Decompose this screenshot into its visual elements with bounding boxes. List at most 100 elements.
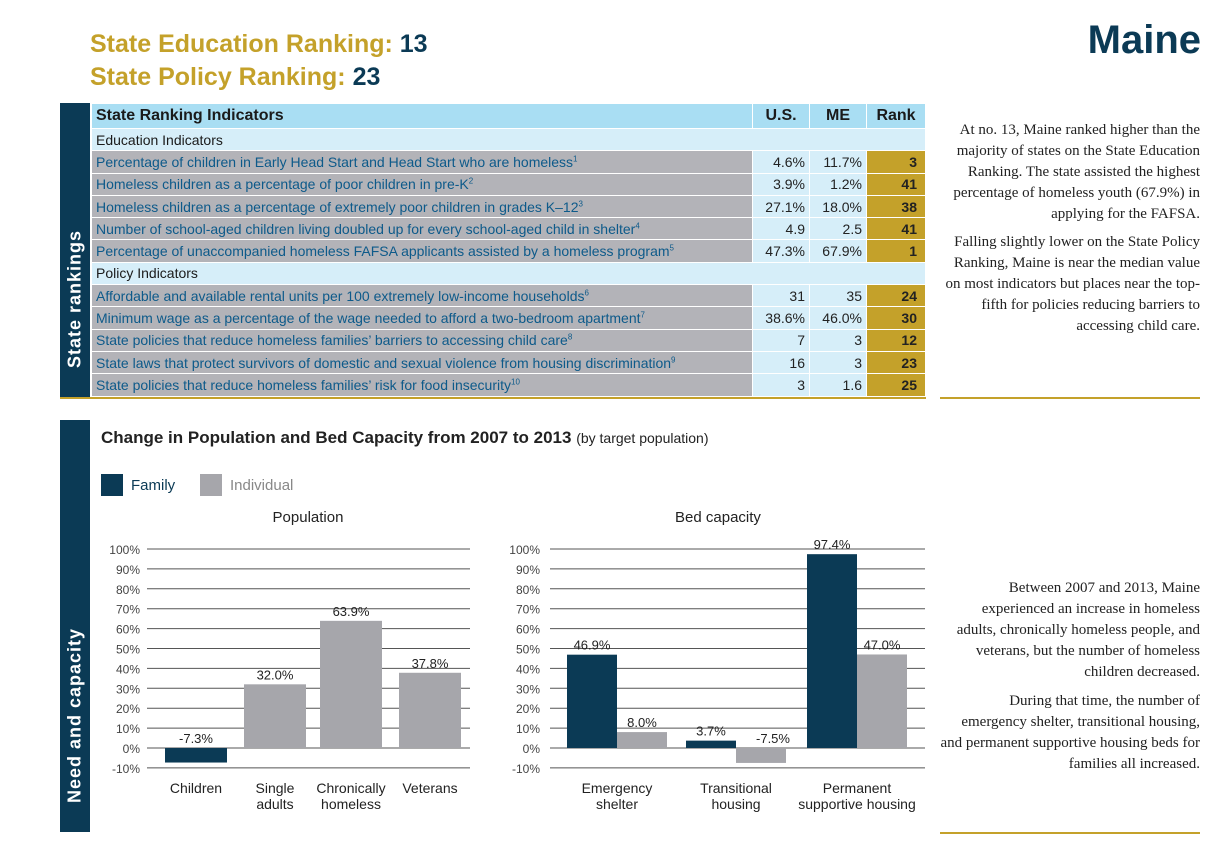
bar-family: [567, 654, 617, 748]
x-category-label: Veterans: [402, 780, 457, 796]
me-value: 46.0%: [809, 306, 867, 330]
bar-family: [686, 740, 736, 748]
footnote-ref: 8: [567, 332, 573, 342]
divider: [940, 397, 1200, 399]
note-bottom: Between 2007 and 2013, Maine experienced…: [940, 578, 1200, 775]
rank-value: 41: [866, 172, 926, 196]
me-value: 3: [809, 328, 867, 352]
data-label: 97.4%: [814, 537, 851, 552]
chart-subtitle: (by target population): [576, 430, 709, 446]
y-tick-label: 80%: [516, 583, 540, 597]
me-value: 1.2%: [809, 172, 867, 196]
y-tick-label: 70%: [116, 603, 140, 617]
me-value: 3: [809, 350, 867, 375]
rank-value: 41: [866, 217, 926, 241]
y-tick-label: 60%: [516, 623, 540, 637]
edu-label: State Education Ranking:: [90, 30, 393, 58]
rank-value: 25: [866, 373, 926, 397]
me-value: 35: [809, 284, 867, 308]
indicator-label: Affordable and available rental units pe…: [91, 284, 753, 308]
indicator-text: Percentage of children in Early Head Sta…: [96, 153, 574, 170]
indicator-text: Minimum wage as a percentage of the wage…: [96, 310, 641, 327]
footnote-ref: 7: [640, 310, 645, 320]
y-tick-label: -10%: [112, 762, 140, 776]
rank-value: 23: [866, 350, 926, 375]
data-label: 63.9%: [333, 604, 370, 619]
x-category-label: shelter: [596, 796, 638, 812]
section-state-rankings: State rankings: [60, 103, 90, 397]
section-row: Education Indicators: [91, 127, 926, 152]
footnote-ref: 5: [669, 243, 674, 253]
legend-label: Family: [131, 476, 176, 494]
note-paragraph: During that time, the number of emergenc…: [940, 693, 1200, 772]
data-label: 3.7%: [696, 724, 726, 739]
column-header: Rank: [866, 103, 926, 129]
bar-individual: [617, 732, 667, 748]
data-label: 46.9%: [574, 638, 611, 653]
legend-label: Individual: [230, 476, 294, 494]
y-tick-label: 50%: [116, 643, 140, 657]
indicator-text: Homeless children as a percentage of ext…: [96, 198, 579, 215]
indicator-text: State policies that reduce homeless fami…: [96, 332, 568, 349]
data-label: 37.8%: [412, 656, 449, 671]
us-value: 31: [752, 284, 810, 308]
y-tick-label: 40%: [116, 662, 140, 676]
x-category-label: Chronically: [316, 780, 385, 796]
x-category-label: Transitional: [700, 780, 772, 796]
rank-value: 30: [866, 306, 926, 330]
bar-individual: [399, 672, 461, 748]
section-row: Policy Indicators: [91, 261, 926, 286]
bar-individual: [320, 620, 382, 748]
edu-rank: 13: [399, 30, 428, 58]
us-value: 3: [752, 373, 810, 397]
data-label: -7.3%: [179, 731, 213, 746]
rank-value: 24: [866, 284, 926, 308]
y-tick-label: 100%: [509, 543, 540, 557]
chart-title: Change in Population and Bed Capacity fr…: [101, 428, 709, 448]
x-category-label: supportive housing: [798, 796, 916, 812]
footnote-ref: 1: [573, 154, 578, 164]
footnote-ref: 6: [584, 288, 589, 298]
state-title: Maine: [1087, 18, 1201, 62]
divider: [60, 397, 926, 399]
bar-individual: [857, 654, 907, 748]
footnote-ref: 10: [511, 377, 520, 387]
y-tick-label: 40%: [516, 662, 540, 676]
note-paragraph: Falling slightly lower on the State Poli…: [945, 234, 1200, 334]
note-paragraph: At no. 13, Maine ranked higher than the …: [953, 122, 1200, 222]
x-category-label: Single: [256, 780, 295, 796]
me-value: 18.0%: [809, 194, 867, 219]
x-category-label: Children: [170, 780, 222, 796]
y-tick-label: 30%: [116, 682, 140, 696]
divider: [940, 832, 1200, 834]
education-ranking: State Education Ranking: 13: [90, 30, 428, 59]
table-row: Percentage of children in Early Head Sta…: [91, 150, 926, 174]
indicator-text: Affordable and available rental units pe…: [96, 287, 585, 304]
us-value: 4.9: [752, 217, 810, 241]
section-need-capacity: Need and capacity: [60, 420, 90, 832]
panel-title-population: Population: [273, 509, 344, 526]
y-tick-label: 80%: [116, 583, 140, 597]
indicator-text: Number of school-aged children living do…: [96, 220, 636, 237]
rank-value: 12: [866, 328, 926, 352]
education-indicators-header: Education Indicators: [91, 127, 926, 152]
y-tick-label: 10%: [516, 722, 540, 736]
y-tick-label: 100%: [109, 543, 140, 557]
x-category-label: adults: [256, 796, 293, 812]
bar-individual: [244, 684, 306, 748]
y-tick-label: 30%: [516, 682, 540, 696]
footnote-ref: 9: [671, 354, 676, 364]
data-label: -7.5%: [756, 731, 790, 746]
rank-value: 3: [866, 150, 926, 174]
x-category-label: homeless: [321, 796, 381, 812]
indicator-label: State policies that reduce homeless fami…: [91, 373, 753, 397]
indicator-text: State policies that reduce homeless fami…: [96, 376, 511, 393]
table-row: Affordable and available rental units pe…: [91, 284, 926, 308]
footnote-ref: 4: [635, 221, 640, 231]
data-label: 47.0%: [864, 637, 901, 652]
bar-family: [807, 554, 857, 748]
legend-swatch: [101, 474, 123, 496]
indicator-text: Homeless children as a percentage of poo…: [96, 176, 469, 193]
footnote-ref: 3: [578, 198, 583, 208]
note-top: At no. 13, Maine ranked higher than the …: [940, 120, 1200, 337]
